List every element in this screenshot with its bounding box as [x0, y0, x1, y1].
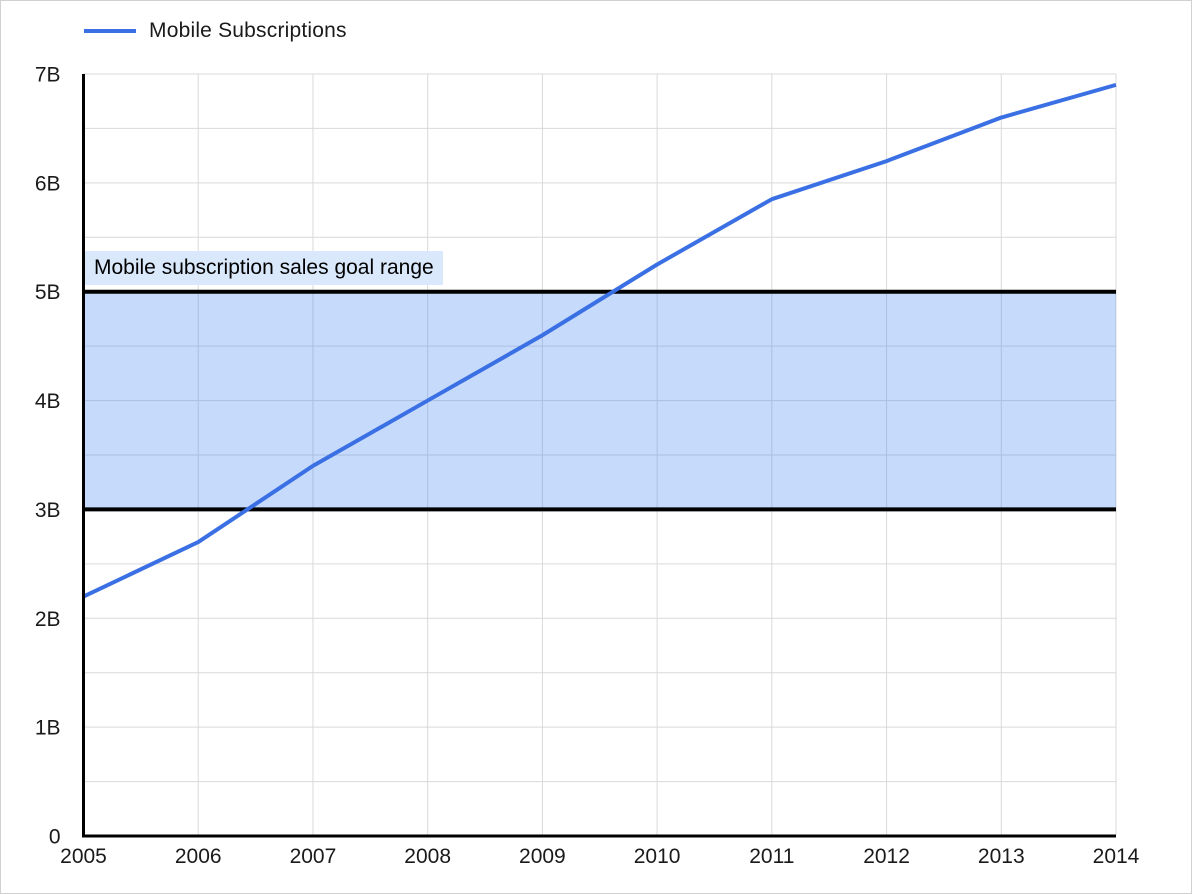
x-axis-tick-label: 2009 [519, 845, 566, 868]
x-axis-tick-label: 2013 [978, 845, 1025, 868]
goal-range-band [83, 291, 1116, 510]
y-axis-tick-label: 2B [35, 608, 61, 631]
legend-line-swatch [84, 29, 136, 33]
legend: Mobile Subscriptions [84, 19, 347, 43]
y-axis-tick-label: 4B [35, 390, 61, 413]
goal-range-annotation-label: Mobile subscription sales goal range [85, 251, 443, 285]
x-axis-tick-label: 2010 [634, 845, 681, 868]
y-axis-tick-label: 6B [35, 172, 61, 195]
legend-label: Mobile Subscriptions [149, 19, 347, 42]
y-axis-tick-label: 7B [35, 64, 61, 87]
y-axis-tick-label: 0 [49, 826, 61, 849]
x-axis-tick-label: 2006 [175, 845, 222, 868]
series-line-mobile-subscriptions [82, 82, 1117, 599]
y-axis-tick-label: 1B [35, 717, 61, 740]
x-axis-tick-label: 2007 [290, 845, 337, 868]
y-axis-tick-label: 3B [35, 499, 61, 522]
x-axis-tick-label: 2014 [1093, 845, 1140, 868]
x-axis-tick-label: 2005 [60, 845, 107, 868]
x-axis-tick-label: 2011 [749, 845, 794, 868]
y-axis-tick-label: 5B [35, 281, 61, 304]
x-axis-tick-label: 2012 [863, 845, 910, 868]
x-axis-tick-label: 2008 [404, 845, 451, 868]
